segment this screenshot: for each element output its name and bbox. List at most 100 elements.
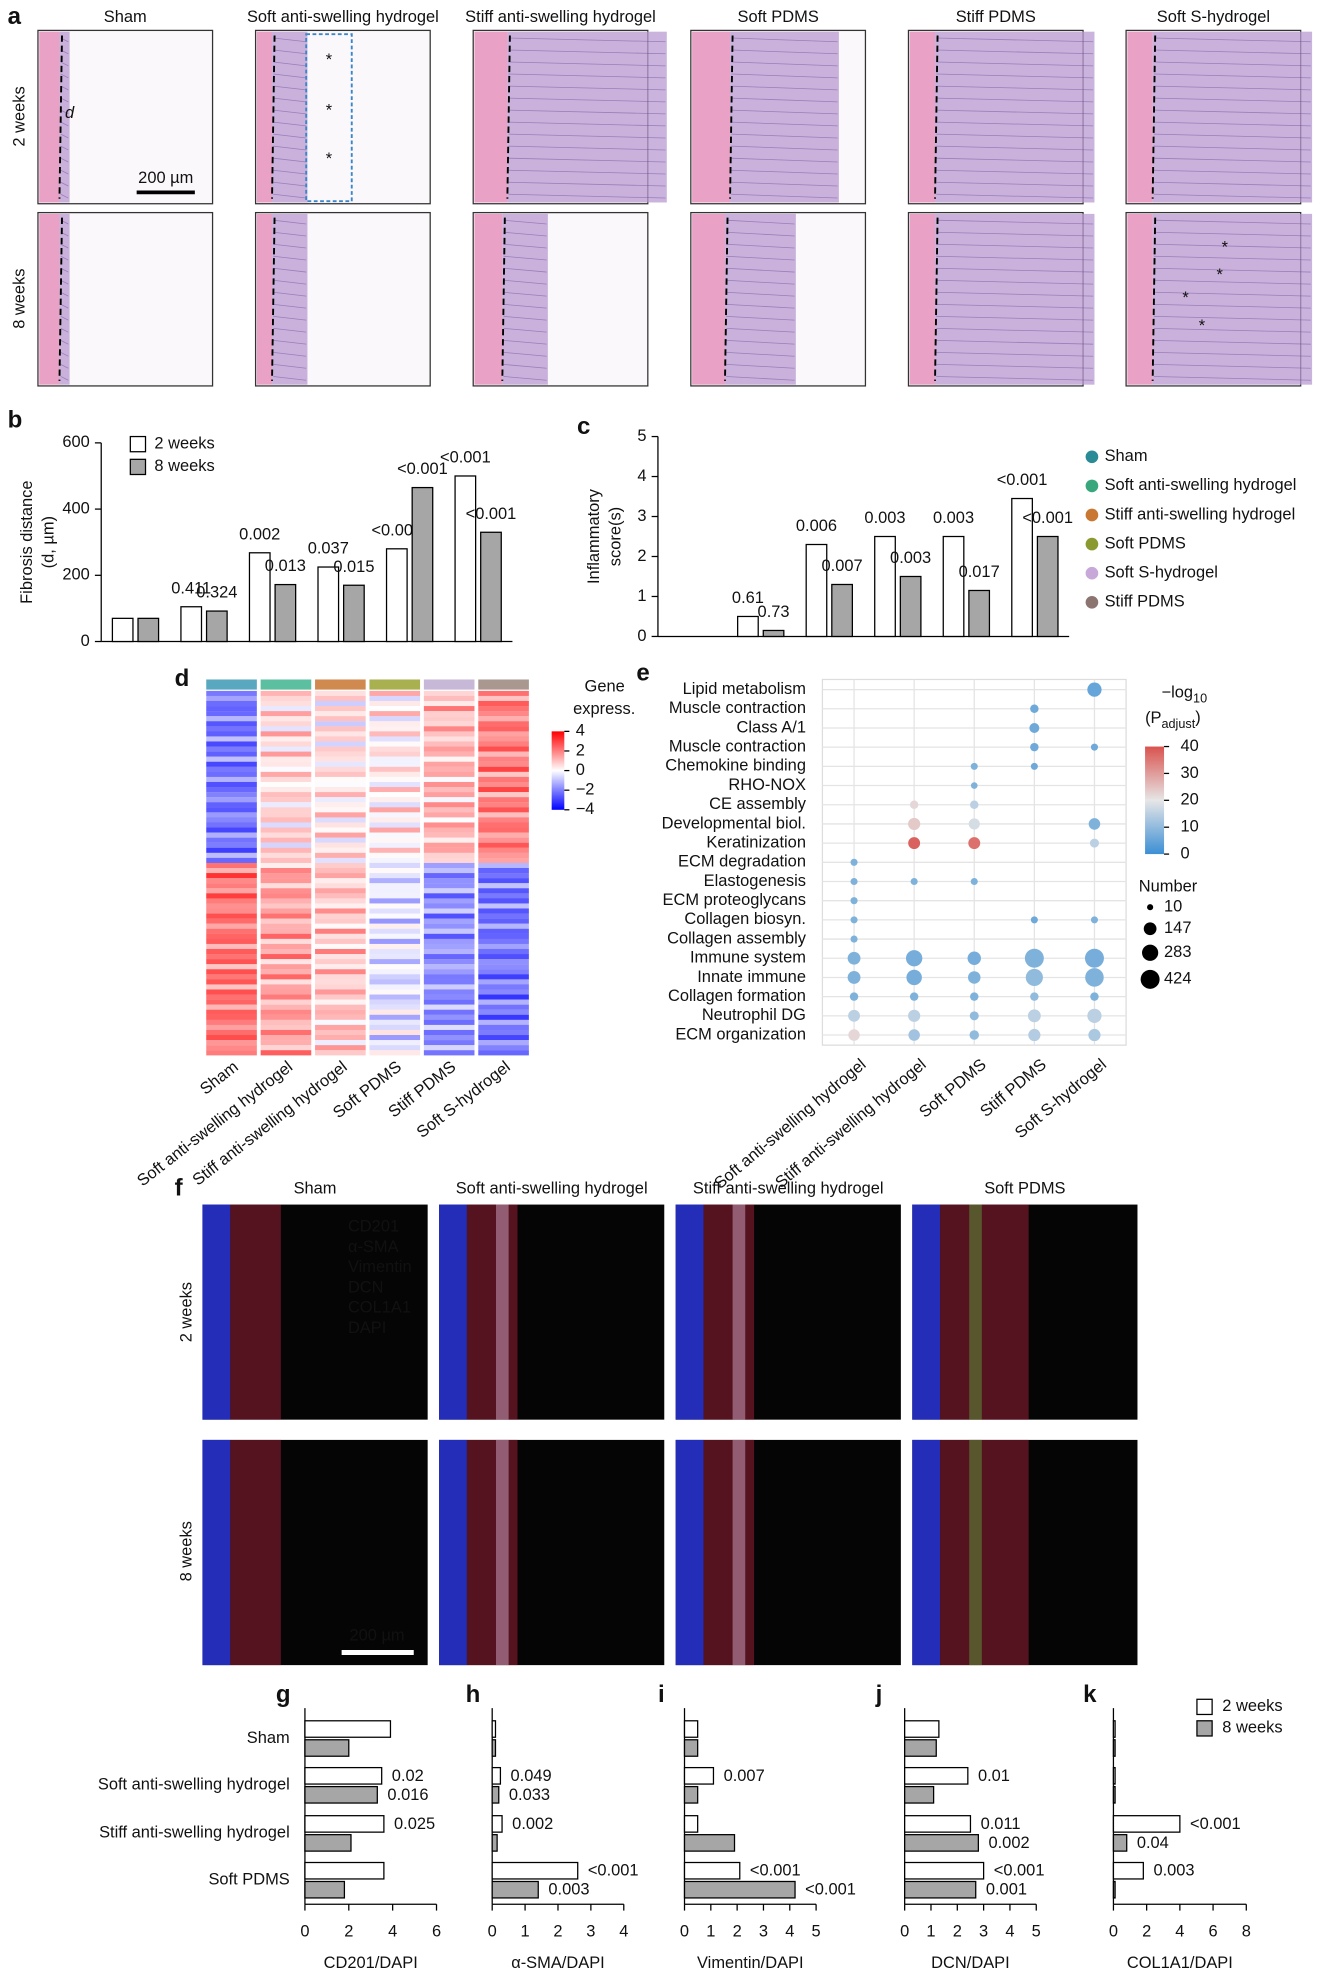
dot xyxy=(847,971,861,984)
colorbar-tick-label: 40 xyxy=(1180,737,1198,755)
bar xyxy=(304,1880,346,1899)
micrograph-texture xyxy=(60,352,69,357)
heatmap-band xyxy=(369,792,421,798)
y-tick-label: Developmental biol. xyxy=(662,814,806,832)
micrograph-texture xyxy=(936,37,1094,43)
micrograph-texture xyxy=(726,303,795,309)
cd201-signal xyxy=(466,1204,518,1420)
y-tick-label: 400 xyxy=(62,499,89,517)
heatmap-band xyxy=(369,847,421,853)
micrograph-texture xyxy=(503,291,547,297)
heatmap-band xyxy=(423,873,475,879)
micrograph-tissue xyxy=(730,31,839,203)
asterisk: * xyxy=(326,51,333,69)
heatmap-band xyxy=(315,736,366,742)
heatmap-band xyxy=(369,862,421,869)
heatmap-band xyxy=(206,746,257,752)
x-tick-label: 3 xyxy=(759,1922,768,1940)
x-tick-label: 4 xyxy=(1005,1922,1014,1940)
marker-label: DAPI xyxy=(348,1319,386,1337)
heatmap-band xyxy=(478,903,529,909)
heatmap-band xyxy=(315,959,366,965)
heatmap-band xyxy=(478,1035,529,1041)
heatmap-band xyxy=(206,792,257,798)
micrograph-texture xyxy=(503,231,547,237)
heatmap-band xyxy=(315,862,366,869)
p-value: <0.001 xyxy=(805,1881,856,1899)
p-value: 0.003 xyxy=(548,1881,589,1899)
dot xyxy=(1090,743,1099,751)
x-tick-label: 1 xyxy=(521,1922,530,1940)
heatmap-band xyxy=(423,721,475,727)
heatmap-band xyxy=(260,948,312,955)
panel-label: f xyxy=(175,1175,184,1202)
micrograph-texture xyxy=(1153,97,1311,103)
bar xyxy=(1112,1785,1116,1804)
column-title: Stiff anti-swelling hydrogel xyxy=(693,1180,884,1198)
x-tick-label: 5 xyxy=(812,1922,821,1940)
heatmap-band xyxy=(206,731,257,737)
heatmap-band xyxy=(260,954,312,960)
micrograph-texture xyxy=(936,327,1094,333)
heatmap-band xyxy=(478,827,529,833)
heatmap-band xyxy=(423,837,475,843)
marker-label: Vimentin xyxy=(348,1258,412,1276)
heatmap-band xyxy=(260,903,312,909)
micrograph-texture xyxy=(936,61,1094,67)
micrograph-texture xyxy=(273,61,307,67)
dot xyxy=(849,992,859,1001)
asterisk: * xyxy=(326,102,333,120)
panel-label: d xyxy=(175,665,190,692)
size-legend-label: 283 xyxy=(1164,943,1191,961)
heatmap-band xyxy=(206,736,257,742)
micrograph-texture xyxy=(60,279,69,285)
heatmap-band xyxy=(315,999,366,1005)
asterisk: * xyxy=(1182,289,1189,307)
heatmap-band xyxy=(423,842,475,848)
colorbar-title: (Padjust) xyxy=(1145,709,1201,731)
x-tick-label: 1 xyxy=(926,1922,935,1940)
x-tick-label: 3 xyxy=(586,1922,595,1940)
heatmap-band xyxy=(478,933,529,939)
heatmap-band xyxy=(478,857,529,864)
micrograph-texture xyxy=(726,315,795,321)
heatmap-band xyxy=(315,883,366,889)
bar xyxy=(491,1785,500,1804)
heatmap-band xyxy=(206,827,257,833)
micrograph-texture xyxy=(273,157,307,163)
heatmap-band xyxy=(369,1024,421,1031)
x-tick-label: 4 xyxy=(619,1922,628,1940)
micrograph-texture xyxy=(726,219,795,225)
heatmap-band xyxy=(260,928,312,934)
bar xyxy=(491,1720,497,1738)
micrograph-texture xyxy=(1153,181,1311,187)
heatmap-band xyxy=(260,1024,312,1031)
size-legend-dot xyxy=(1142,944,1159,961)
heatmap-band xyxy=(206,954,257,960)
micrograph-texture xyxy=(503,267,547,273)
micrograph-texture xyxy=(273,364,307,369)
y-tick-label: Neutrophil DG xyxy=(702,1006,806,1024)
heatmap-band xyxy=(260,771,312,778)
group-strip xyxy=(423,679,475,690)
micrograph-texture xyxy=(273,49,307,55)
interface-line xyxy=(934,217,939,381)
heatmap-band xyxy=(478,908,529,914)
heatmap-band xyxy=(315,787,366,793)
bar xyxy=(491,1861,579,1880)
heatmap-band xyxy=(423,690,475,697)
heatmap-band xyxy=(206,787,257,793)
heatmap-band xyxy=(260,716,312,722)
heatmap-band xyxy=(315,842,366,848)
x-tick-label: 2 xyxy=(733,1922,742,1940)
bar xyxy=(1112,1880,1116,1899)
heatmap-band xyxy=(369,903,421,909)
y-tick-label: Chemokine binding xyxy=(665,757,806,775)
dot xyxy=(970,762,978,770)
heatmap-band xyxy=(206,822,257,828)
heatmap-band xyxy=(315,878,366,884)
bar xyxy=(491,1766,502,1785)
heatmap-band xyxy=(423,979,475,985)
micrograph-muscle xyxy=(474,31,508,203)
heatmap-band xyxy=(206,974,257,980)
